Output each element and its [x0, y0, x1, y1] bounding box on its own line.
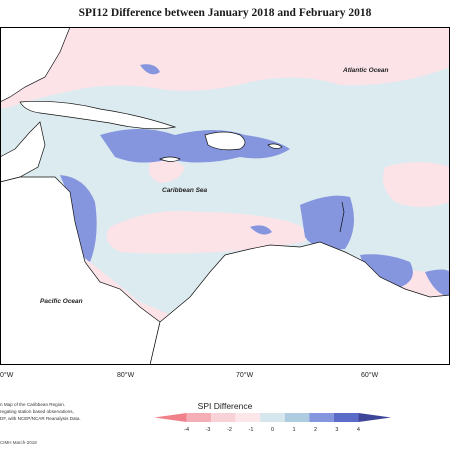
legend-tick-label: 0: [271, 427, 274, 433]
land-masses: [0, 26, 450, 366]
color-legend: -4 -3 -2 -1 0 1 2 3 4: [150, 411, 395, 437]
legend-tick-label: 4: [357, 427, 360, 433]
legend-tick-label: -4: [184, 427, 189, 433]
lon-tick-70w: 70°W: [236, 372, 254, 379]
landmass-lesser-antilles: [339, 201, 345, 233]
legend-title: SPI Difference: [197, 401, 253, 411]
legend-swatch: [154, 413, 187, 422]
label-pacific-ocean: Pacific Ocean: [40, 298, 83, 305]
legend-tick-label: 1: [292, 427, 295, 433]
credit-line-2: regating station based observations,: [0, 409, 74, 414]
map-panel[interactable]: Atlantic Ocean Caribbean Sea Pacific Oce…: [0, 26, 450, 366]
landmass-jamaica: [159, 156, 181, 162]
credit-stamp: CIMH March-2018: [0, 440, 37, 445]
landmass-cuba: [19, 100, 177, 130]
legend-bar: -4 -3 -2 -1 0 1 2 3 4: [154, 413, 391, 433]
lon-tick-90w: 0°W: [0, 372, 14, 379]
lon-tick-60w: 60°W: [361, 372, 379, 379]
legend-tick-label: 2: [314, 427, 317, 433]
lon-tick-80w: 80°W: [117, 372, 135, 379]
landmass-south-america: [149, 241, 450, 366]
caribbean-map: Atlantic Ocean Caribbean Sea Pacific Oce…: [0, 26, 450, 366]
credit-line-1: n Map of the Caribbean Region.: [0, 402, 66, 407]
landmass-florida: [0, 26, 71, 103]
legend-tick-label: -3: [206, 427, 211, 433]
legend-swatch: [211, 413, 236, 422]
legend-swatch: [284, 413, 310, 422]
legend-swatch: [358, 413, 391, 422]
landmass-puerto-rico: [267, 143, 283, 149]
credit-line-3: DF, with NCEP/NCAR Reanalysis Data.: [0, 416, 81, 421]
landmass-hispaniola: [204, 131, 246, 151]
legend-swatch: [333, 413, 359, 422]
legend-swatch: [309, 413, 334, 422]
legend-swatch: [186, 413, 212, 422]
map-title: SPI12 Difference between January 2018 an…: [78, 7, 372, 19]
legend-swatch: [260, 413, 285, 422]
label-caribbean-sea: Caribbean Sea: [162, 187, 208, 194]
legend-tick-label: 3: [335, 427, 338, 433]
legend-swatch: [235, 413, 261, 422]
label-atlantic-ocean: Atlantic Ocean: [342, 67, 389, 74]
legend-tick-label: -1: [249, 427, 254, 433]
legend-tick-label: -2: [227, 427, 232, 433]
